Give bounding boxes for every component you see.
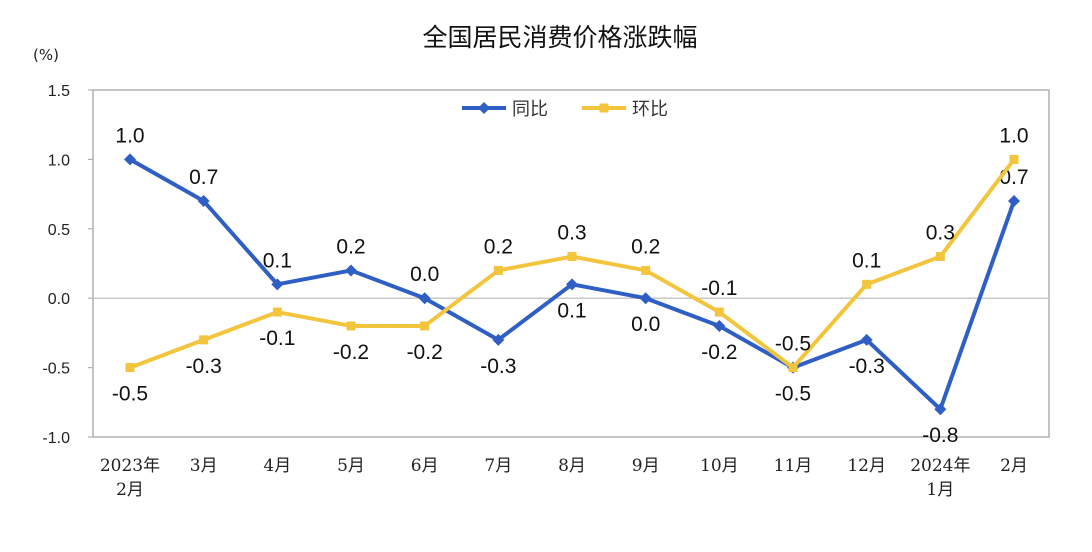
data-label: 0.1: [263, 249, 292, 272]
chart-title: 全国居民消费价格涨跌幅: [422, 23, 697, 52]
data-point: [346, 321, 356, 331]
data-point: [271, 278, 284, 291]
x-tick-label: 7月: [484, 456, 512, 476]
y-tick-label: 1.0: [48, 152, 70, 169]
data-point: [713, 319, 726, 332]
data-point: [639, 292, 652, 305]
y-tick-label: 0.0: [48, 291, 70, 308]
y-tick-label: -1.0: [42, 430, 70, 447]
x-tick-label: 12月: [847, 456, 886, 476]
x-tick-label: 2月: [116, 480, 144, 500]
data-point: [345, 264, 357, 277]
data-label: -0.2: [333, 341, 369, 364]
series-2: -0.5 -0.3 -0.1 -0.2 -0.2 0.2 0.3 0.2 -0.1 -0.5 0.1…: [112, 124, 1029, 405]
x-tick-label: 5月: [337, 456, 365, 476]
data-label: -0.1: [701, 277, 737, 300]
data-label: -0.1: [259, 327, 295, 350]
data-label: -0.8: [922, 424, 958, 447]
x-tick-label: 11月: [774, 456, 813, 476]
data-label: 0.2: [484, 235, 513, 258]
series-1: 1.00.70.10.20.0-0.30.10.0-0.2-0.5-0.3-0.…: [115, 124, 1028, 447]
x-tick-label: 4月: [263, 456, 291, 476]
y-tick-label: -0.5: [42, 361, 70, 378]
data-label: -0.2: [407, 341, 443, 364]
data-point: [714, 307, 724, 317]
data-point: [125, 363, 135, 373]
legend-marker: [599, 103, 609, 113]
data-label: 0.1: [557, 299, 586, 322]
data-point: [272, 307, 282, 317]
data-label: -0.5: [775, 333, 811, 356]
data-label: -0.3: [480, 355, 516, 378]
data-label: 0.7: [189, 166, 218, 189]
x-ticks: 2023年 2月 3月 4月 5月 6月 7月 8月 9月 10月 11月 12月 2024年 1月 2月: [100, 456, 1028, 500]
data-label: 0.2: [631, 235, 660, 258]
x-tick-label: 1月: [926, 480, 954, 500]
data-point: [420, 321, 430, 331]
data-point: [566, 278, 578, 291]
y-tick-label: 0.5: [48, 222, 70, 239]
data-label: -0.5: [112, 383, 148, 406]
data-point: [492, 333, 505, 346]
data-point: [124, 153, 136, 166]
data-point: [860, 333, 873, 346]
legend-item: 同比: [462, 99, 548, 120]
data-point: [862, 279, 872, 289]
x-tick-label: 8月: [558, 456, 586, 476]
y-ticks: 1.5 1.0 0.5 0.0 -0.5 -1.0: [42, 83, 1049, 447]
x-tick-label: 2023年: [100, 456, 160, 476]
data-point: [788, 363, 798, 373]
x-tick-label: 2024年: [910, 456, 970, 476]
data-label: 0.7: [999, 166, 1028, 189]
x-tick-label: 3月: [190, 456, 218, 476]
plot-area: [92, 89, 1050, 438]
legend-label: 环比: [632, 99, 668, 120]
data-point: [1009, 154, 1019, 164]
y-tick-label: 1.5: [48, 83, 70, 100]
data-label: -0.2: [701, 341, 737, 364]
data-point: [493, 265, 503, 275]
legend-label: 同比: [512, 99, 548, 120]
x-tick-label: 6月: [411, 456, 439, 476]
data-point: [641, 265, 651, 275]
series-group: 1.00.70.10.20.0-0.30.10.0-0.2-0.5-0.3-0.…: [112, 124, 1029, 447]
data-label: -0.3: [849, 355, 885, 378]
data-point: [199, 335, 209, 345]
data-label: 0.0: [631, 313, 660, 336]
data-label: 0.1: [852, 249, 881, 272]
data-label: -0.5: [775, 383, 811, 406]
legend-item: 环比: [582, 99, 668, 120]
x-tick-label: 2月: [1000, 456, 1028, 476]
data-label: 0.2: [336, 235, 365, 258]
data-point: [197, 195, 210, 208]
data-label: 0.3: [557, 222, 586, 245]
data-label: -0.3: [186, 355, 222, 378]
data-point: [934, 403, 947, 416]
data-point: [1008, 195, 1020, 208]
data-point: [567, 252, 577, 262]
x-tick-label: 10月: [700, 456, 739, 476]
y-unit-label: (%): [33, 46, 59, 64]
data-label: 1.0: [115, 124, 144, 147]
data-label: 0.0: [410, 263, 439, 286]
data-label: 0.3: [926, 222, 955, 245]
legend-marker: [478, 102, 490, 114]
data-point: [418, 292, 431, 305]
x-tick-label: 9月: [632, 456, 660, 476]
legend: 同比 环比: [462, 99, 668, 120]
data-label: 1.0: [999, 124, 1028, 147]
data-point: [935, 252, 945, 262]
